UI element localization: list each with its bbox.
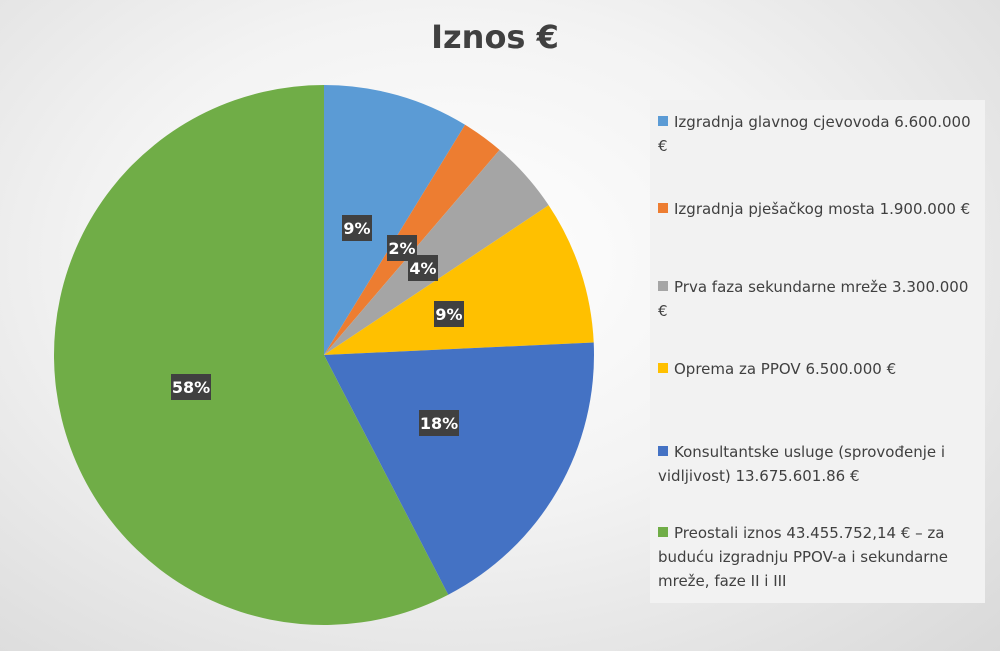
legend-item: Preostali iznos 43.455.752,14 € – za bud… [658, 521, 980, 593]
pie-slice [324, 205, 594, 355]
legend-label: Izgradnja pješačkog mosta 1.900.000 € [674, 200, 971, 218]
chart-legend: Izgradnja glavnog cjevovoda 6.600.000 € I… [650, 100, 985, 603]
legend-item: Konsultantske usluge (sprovođenje i vidl… [658, 440, 980, 488]
legend-item: Izgradnja glavnog cjevovoda 6.600.000 € [658, 110, 980, 158]
legend-swatch [658, 116, 668, 126]
chart-title: Iznos € [431, 18, 559, 56]
pie-data-label: 9% [434, 301, 464, 327]
svg-text:9%: 9% [343, 219, 370, 238]
pie-data-label: 58% [171, 374, 211, 400]
legend-label: Izgradnja glavnog cjevovoda 6.600.000 € [658, 113, 971, 155]
legend-label: Konsultantske usluge (sprovođenje i vidl… [658, 443, 946, 485]
svg-text:2%: 2% [388, 239, 415, 258]
pie-slice [324, 342, 594, 595]
svg-text:9%: 9% [435, 305, 462, 324]
legend-label: Prva faza sekundarne mreže 3.300.000 € [658, 278, 969, 320]
legend-item: Izgradnja pješačkog mosta 1.900.000 € [658, 197, 980, 221]
legend-swatch [658, 446, 668, 456]
pie-data-label: 4% [408, 255, 438, 281]
legend-swatch [658, 281, 668, 291]
pie-data-label: 18% [419, 410, 459, 436]
pie-slice [324, 149, 549, 355]
legend-label: Preostali iznos 43.455.752,14 € – za bud… [658, 524, 948, 590]
legend-swatch [658, 203, 668, 213]
legend-swatch [658, 527, 668, 537]
legend-item: Prva faza sekundarne mreže 3.300.000 € [658, 275, 980, 323]
legend-label: Oprema za PPOV 6.500.000 € [674, 360, 897, 378]
pie-slice [54, 85, 449, 625]
pie-data-label: 9% [342, 215, 372, 241]
svg-text:18%: 18% [420, 414, 458, 433]
pie-slice [324, 85, 466, 355]
legend-item: Oprema za PPOV 6.500.000 € [658, 357, 980, 381]
svg-text:4%: 4% [409, 259, 436, 278]
legend-swatch [658, 363, 668, 373]
svg-text:58%: 58% [172, 378, 210, 397]
